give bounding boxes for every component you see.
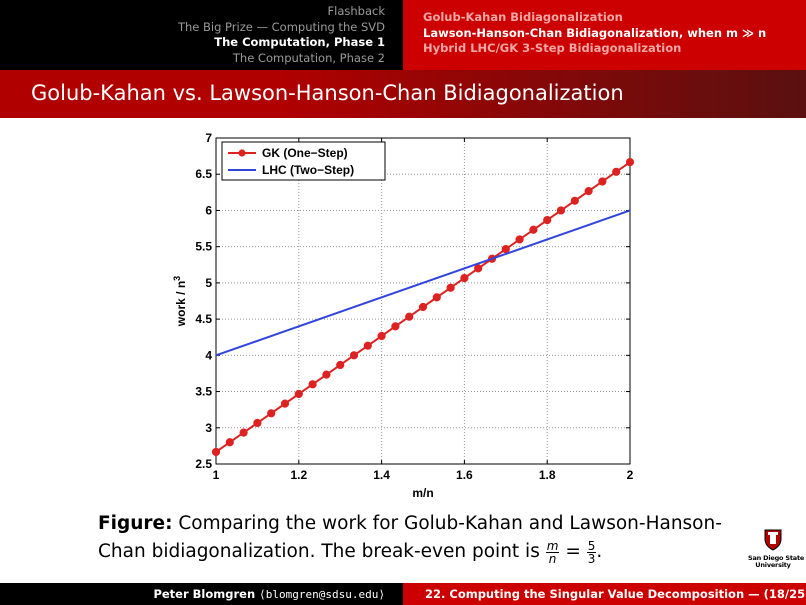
gk-series-point [446,283,455,292]
gk-series-point [225,438,234,447]
y-axis-label: work / n3 [172,276,188,327]
gk-series-point [515,235,524,244]
gk-series-point [584,187,593,196]
gk-series-legend-label: GK (One−Step) [262,146,348,160]
plot-frame [215,137,631,465]
figure-caption: Figure: Comparing the work for Golub-Kah… [98,510,738,566]
gk-series-point [308,380,317,389]
frac-5: 5 [586,538,597,553]
equals-sign: = [565,541,581,562]
gk-series-point [556,206,566,215]
gk-series-point [267,409,276,418]
gk-series-point [460,273,469,283]
nav-item-big-prize[interactable]: The Big Prize — Computing the SVD [177,19,385,34]
gk-series-point [405,312,414,321]
y-tick-label: 7 [205,131,212,145]
nav-item-phase-1[interactable]: The Computation, Phase 1 [214,35,385,49]
gk-series-legend-marker [238,149,246,157]
caption-label: Figure: [98,513,173,534]
x-tick-label: 1.6 [456,468,473,482]
x-axis-label: m/n [412,486,433,500]
gk-series-point [211,447,221,457]
legend-box [221,141,386,181]
nav-item-lhc[interactable]: Lawson-Hanson-Chan Bidiagonalization, wh… [423,25,767,40]
gk-series-point [349,351,359,360]
footer-author: Peter Blomgren ⟨blomgren@sdsu.edu⟩ [153,587,385,601]
gk-series-point [612,167,621,176]
y-tick-label: 3 [205,421,212,435]
chart-legend: GK (One−Step) LHC (Two−Step) [221,141,386,181]
header-nav-right: Golub-Kahan Bidiagonalization Lawson-Han… [403,0,806,70]
gk-series-point [280,399,290,408]
logo-line-2: University [755,561,791,569]
y-tick-label: 3.5 [195,385,212,399]
university-seal-icon [764,529,782,551]
lhc-series-line [215,209,631,357]
y-tick-label: 4 [205,348,212,362]
gk-series-point [543,216,552,225]
gk-series-point [432,293,441,302]
footer-left: Peter Blomgren ⟨blomgren@sdsu.edu⟩ [0,583,403,605]
y-tick-label: 5.5 [195,240,212,254]
slide-title-bar: Golub-Kahan vs. Lawson-Hanson-Chan Bidia… [0,70,806,118]
gk-series-point [377,331,386,341]
slide-title: Golub-Kahan vs. Lawson-Hanson-Chan Bidia… [31,81,624,105]
y-tick-label: 4.5 [195,312,212,326]
nav-item-golub-kahan[interactable]: Golub-Kahan Bidiagonalization [423,10,623,24]
subsection-list: Golub-Kahan Bidiagonalization Lawson-Han… [423,10,766,57]
chart-ticks: 1 1.2 1.4 1.6 1.8 2 2.5 3 3.5 4 4.5 5 5.5 6 6.5 7 [195,131,633,482]
gk-series-point [363,341,372,350]
y-tick-label: 6.5 [195,167,212,181]
nav-item-hybrid[interactable]: Hybrid LHC/GK 3-Step Bidiagonalization [423,41,682,55]
x-tick-label: 1.2 [290,468,307,482]
x-tick-label: 1.4 [373,468,390,482]
gk-series-point [418,302,428,312]
footer-right: 22. Computing the Singular Value Decompo… [403,583,806,605]
work-comparison-chart: 1 1.2 1.4 1.6 1.8 2 2.5 3 3.5 4 4.5 5 5.5 6 6.5 7 GK (O… [172,131,635,500]
y-axis-label-main: work / n [174,281,188,327]
frac-m: m [545,538,560,553]
gk-series-point [598,177,607,186]
gk-series-point [570,196,579,205]
nav-item-phase-2[interactable]: The Computation, Phase 2 [232,50,385,65]
gk-series-point [322,370,331,379]
y-axis-label-superscript: 3 [172,276,182,281]
footer-slide-info: 22. Computing the Singular Value Decompo… [425,587,806,601]
caption-text: Comparing the work for Golub-Kahan and L… [98,513,722,562]
header-nav-left: Flashback The Big Prize — Computing the … [0,0,403,70]
y-tick-label: 2.5 [195,457,212,471]
caption-end: . [596,541,603,562]
gk-series-point [391,322,400,331]
gk-series-point [336,360,345,370]
author-name: Peter Blomgren [153,587,256,601]
gk-series-point [501,244,510,254]
lhc-series-legend-label: LHC (Two−Step) [262,163,354,177]
gk-series-point [294,389,303,399]
gk-series-point [625,158,635,167]
chart-grid [216,138,630,464]
sdsu-logo: San Diego State University [748,527,805,569]
section-list: Flashback The Big Prize — Computing the … [178,4,385,66]
nav-item-flashback[interactable]: Flashback [327,4,385,18]
y-tick-label: 6 [205,203,212,217]
frac-3: 3 [587,551,596,566]
y-tick-label: 5 [205,276,212,290]
x-tick-label: 2 [627,468,634,482]
gk-series-point [474,264,483,273]
frac-n: n [548,551,557,566]
x-tick-label: 1 [213,468,220,482]
logo-line-1: San Diego State [748,554,805,562]
author-email[interactable]: ⟨blomgren@sdsu.edu⟩ [259,588,385,601]
x-tick-label: 1.8 [539,468,556,482]
gk-series-point [529,225,538,234]
gk-series-point [239,428,248,437]
chart-series [211,158,635,457]
gk-series-point [253,418,262,428]
